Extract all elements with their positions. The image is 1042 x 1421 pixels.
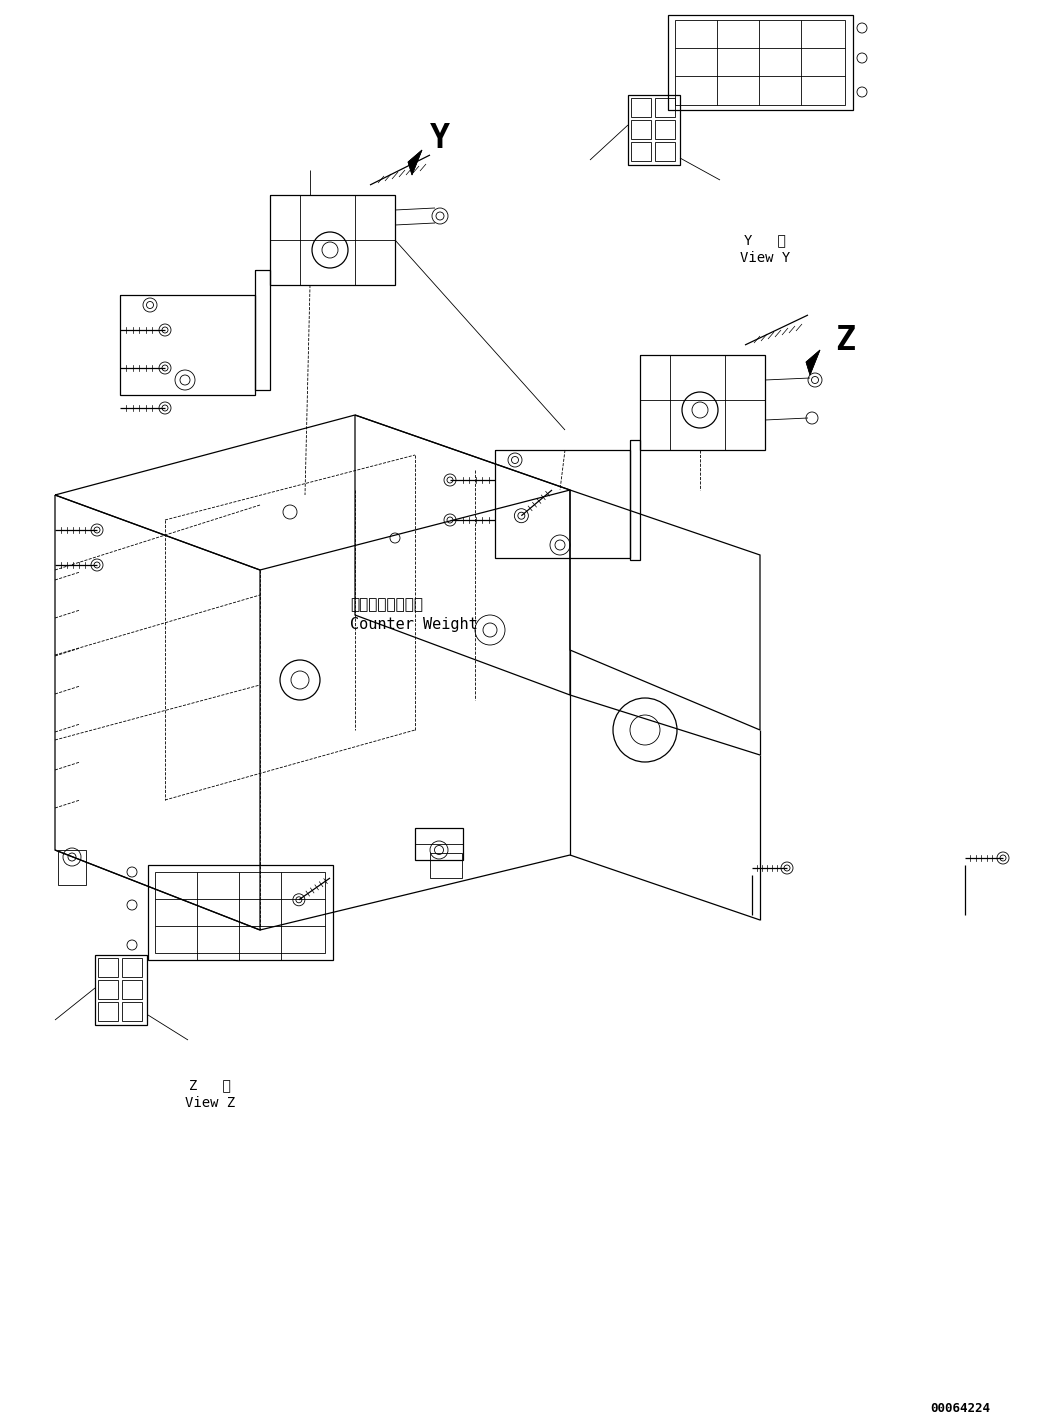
Bar: [631, 142, 651, 161]
Bar: [122, 980, 142, 999]
Bar: [58, 850, 86, 885]
Bar: [148, 865, 333, 961]
Polygon shape: [408, 151, 422, 175]
Bar: [655, 98, 675, 117]
Bar: [98, 958, 118, 978]
Text: 00064224: 00064224: [931, 1401, 990, 1414]
Text: Counter Weight: Counter Weight: [350, 618, 477, 632]
Bar: [668, 16, 853, 109]
Polygon shape: [807, 350, 820, 375]
Text: カウンタウェイト: カウンタウェイト: [350, 597, 423, 612]
Bar: [98, 980, 118, 999]
Bar: [675, 20, 845, 105]
Bar: [631, 119, 651, 139]
Text: Z: Z: [835, 324, 855, 357]
Bar: [655, 142, 675, 161]
Text: Z   視: Z 視: [189, 1079, 231, 1091]
Text: View Y: View Y: [740, 252, 790, 264]
Bar: [98, 1002, 118, 1022]
Bar: [655, 119, 675, 139]
Text: View Z: View Z: [184, 1096, 235, 1110]
Bar: [155, 872, 325, 953]
Text: Y   視: Y 視: [744, 233, 786, 247]
Bar: [122, 1002, 142, 1022]
Bar: [122, 958, 142, 978]
Bar: [95, 955, 147, 1025]
Bar: [628, 95, 680, 165]
Bar: [631, 98, 651, 117]
Bar: [430, 853, 462, 878]
Bar: [415, 828, 463, 860]
Text: Y: Y: [430, 122, 450, 155]
